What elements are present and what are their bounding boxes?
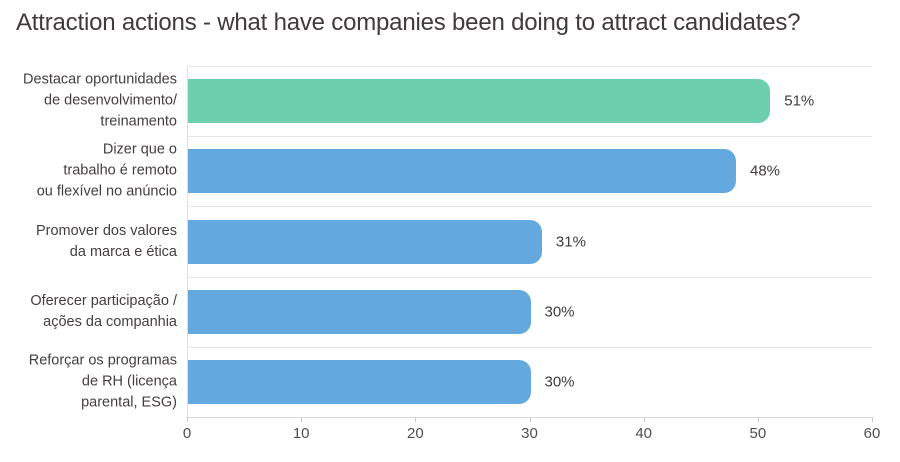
chart-title: Attraction actions - what have companies… xyxy=(16,9,801,36)
category-label: Promover dos valores da marca e ética xyxy=(0,221,177,263)
x-tick xyxy=(415,417,417,422)
category-label-line: Dizer que o xyxy=(102,141,177,158)
row-separator xyxy=(187,276,872,278)
x-tick-label: 0 xyxy=(182,425,192,442)
category-label: Dizer que o trabalho é remoto ou flexível … xyxy=(0,140,177,203)
x-tick xyxy=(643,417,645,422)
bar xyxy=(188,359,531,404)
category-label: Oferecer participação / ações da companhi… xyxy=(0,291,177,333)
category-label: Reforçar os programas de RH (licença paren… xyxy=(0,350,177,413)
bar xyxy=(188,219,542,264)
x-tick-label: 20 xyxy=(406,425,424,442)
category-label-line: de desenvolvimento/ xyxy=(44,92,177,109)
bar-value-label: 51% xyxy=(784,92,815,110)
row-separator xyxy=(187,206,872,208)
bar xyxy=(188,79,771,124)
category-label-line: Destacar oportunidades xyxy=(23,71,177,88)
category-label-line: Reforçar os programas xyxy=(28,352,177,369)
category-label: Destacar oportunidades de desenvolvimento… xyxy=(0,70,177,133)
row-separator xyxy=(187,346,872,348)
bar-value-label: 30% xyxy=(544,303,575,321)
category-label-line: ações da companhia xyxy=(43,313,177,330)
category-label-line: de RH (licença xyxy=(81,373,177,390)
x-tick xyxy=(187,417,188,422)
category-label-line: ou flexível no anúncio xyxy=(36,183,177,200)
row-separator xyxy=(187,136,872,138)
x-tick xyxy=(529,417,531,422)
bar-value-label: 48% xyxy=(750,162,781,180)
x-tick-label: 60 xyxy=(863,425,881,442)
bar-value-label: 31% xyxy=(555,233,586,250)
bar xyxy=(188,289,531,334)
x-tick-label: 40 xyxy=(635,425,652,442)
category-label-line: Promover dos valores xyxy=(35,222,177,239)
row-separator xyxy=(187,66,872,67)
x-tick-label: 10 xyxy=(292,425,310,442)
category-label-line: Oferecer participação / xyxy=(30,292,177,309)
x-tick xyxy=(301,417,303,422)
category-label-line: da marca e ética xyxy=(69,243,177,260)
category-label-line: trabalho é remoto xyxy=(63,162,177,179)
bar-value-label: 30% xyxy=(544,373,575,391)
x-tick-label: 30 xyxy=(521,425,538,442)
category-label-line: treinamento xyxy=(100,113,177,130)
x-tick xyxy=(757,417,759,422)
category-label-line: parental, ESG) xyxy=(81,394,177,411)
y-axis-line xyxy=(187,66,188,422)
x-tick-label: 50 xyxy=(749,425,767,442)
x-tick xyxy=(872,417,873,422)
bar xyxy=(188,149,736,194)
